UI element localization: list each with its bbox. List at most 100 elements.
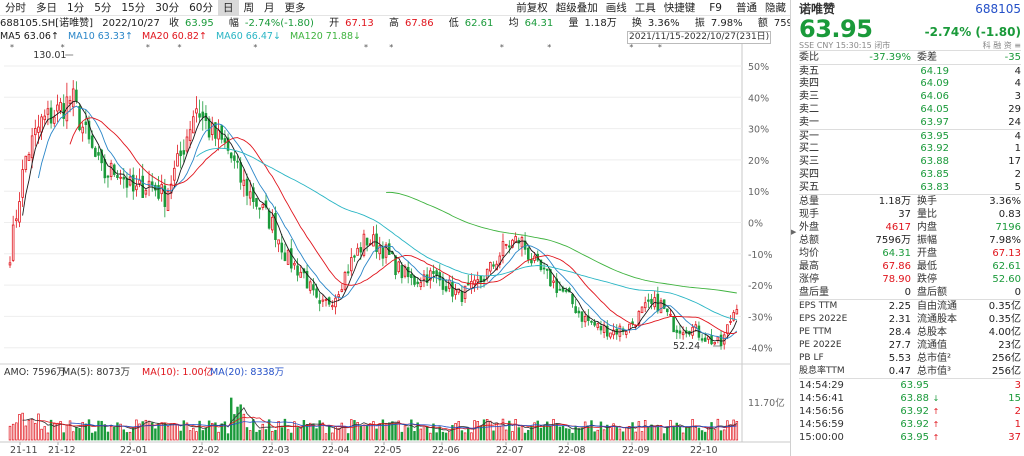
info-low: 62.61 [464, 18, 494, 29]
period-30min[interactable]: 30分 [155, 1, 180, 14]
stock-code: 688105 [975, 2, 1021, 16]
candle-body [78, 106, 81, 131]
candle-body [274, 212, 277, 240]
candle-body [261, 204, 265, 208]
candle-body [343, 272, 347, 290]
volume-bar [144, 419, 148, 441]
candle-body [299, 271, 303, 278]
quick-links[interactable]: 科 融 资 ≡ [982, 41, 1021, 50]
volume-bar [56, 423, 59, 441]
hide-button[interactable]: 隐藏 [765, 1, 786, 14]
volume-bar [233, 414, 236, 441]
volume-bar [94, 431, 97, 441]
candle-body [71, 88, 75, 108]
volume-bar [258, 429, 261, 441]
volume-bar [125, 432, 129, 441]
orderbook-row[interactable]: 卖四 64.09 4 [799, 77, 1021, 90]
volume-bar [59, 421, 62, 441]
x-tick-label: 22-07 [496, 445, 524, 456]
volume-bar [160, 422, 163, 441]
orderbook-price: 64.09 [920, 78, 949, 89]
volume-bar [501, 418, 505, 441]
tool-tools[interactable]: 工具 [634, 1, 656, 14]
volume-bar [410, 419, 413, 441]
candle-body [312, 284, 315, 291]
candle-body [125, 177, 129, 188]
volume-bar [166, 425, 170, 441]
tool-overlay[interactable]: 超级叠加 [555, 1, 598, 14]
volume-bar [84, 423, 88, 441]
period-week[interactable]: 周 [243, 1, 255, 14]
orderbook-row[interactable]: 卖二 64.05 29 [799, 103, 1021, 116]
volume-bar [435, 432, 438, 441]
fund-label: PE TTM [799, 327, 832, 337]
candle-body [182, 150, 186, 155]
candle-body [602, 324, 606, 333]
volume-ma20-line [69, 421, 737, 429]
high-annotation: 130.01 [33, 50, 66, 61]
volume-bar [280, 427, 283, 441]
volume-bar [53, 422, 56, 441]
y-tick-label: 40% [748, 93, 769, 104]
volume-bar [485, 419, 489, 441]
volume-bar [223, 421, 227, 441]
period-more[interactable]: 更多 [284, 1, 306, 14]
volume-bar [416, 422, 419, 441]
volume-bar [618, 428, 622, 441]
stat-label-2: 盘后额 [917, 287, 947, 298]
candle-body [11, 224, 15, 261]
stat-row: 外盘 4617 内盘 7196 [799, 221, 1021, 234]
kline-chart[interactable]: 50% 40% 30% 20% 10% 0% -10% -20% -30% -40% 21-11 21… [0, 0, 790, 456]
volume-bar [242, 413, 246, 441]
volume-bar [580, 427, 584, 441]
price-info-line: 688105.SH[诺唯赞] 2022/10/27 收 63.95 幅 -2.74%… [0, 16, 790, 31]
orderbook-row[interactable]: 卖五 64.19 4 [799, 64, 1021, 77]
period-15min[interactable]: 15分 [121, 1, 146, 14]
candle-body [545, 268, 549, 271]
candle-body [580, 311, 584, 322]
tick-row: 14:54:29 63.95 3 [799, 379, 1021, 392]
volume-bar [248, 430, 252, 441]
candle-body [34, 128, 37, 136]
volume-bar [8, 425, 12, 441]
stat-label-2: 内盘 [917, 222, 937, 233]
period-multiday[interactable]: 多日 [36, 1, 57, 14]
ratio-value: -37.39% [869, 52, 911, 63]
tool-shortcuts[interactable]: 快捷键 [663, 1, 696, 14]
orderbook-row[interactable]: 买一 63.95 4 [799, 129, 1021, 142]
orderbook-price: 64.19 [920, 66, 949, 77]
expand-arrow-icon[interactable]: ▶ [791, 228, 797, 236]
y-tick-label: 30% [748, 125, 769, 136]
range-badge[interactable]: 2021/11/15-2022/10/27(231日) [627, 31, 772, 44]
tool-adjust[interactable]: 前复权 [516, 1, 548, 14]
period-day[interactable]: 日 [218, 0, 239, 16]
orderbook-row[interactable]: 买三 63.88 17 [799, 155, 1021, 168]
event-marker: * [364, 43, 368, 52]
info-symbol: 688105.SH[诺唯赞] [0, 18, 94, 29]
orderbook-row[interactable]: 买五 63.83 5 [799, 181, 1021, 194]
fund-row: PE TTM 28.4 总股本 4.00亿 [799, 326, 1021, 339]
fund-value-2: 256亿 [991, 353, 1021, 364]
period-60min[interactable]: 60分 [189, 1, 213, 14]
candle-body [365, 237, 369, 246]
tool-draw[interactable]: 画线 [605, 1, 627, 14]
period-month[interactable]: 月 [264, 1, 275, 14]
orderbook-row[interactable]: 卖一 63.97 24 [799, 116, 1021, 129]
stat-value: 78.90 [882, 274, 911, 285]
volume-bar [697, 427, 701, 441]
volume-bar [283, 418, 287, 441]
y-tick-label: -30% [748, 312, 773, 323]
orderbook-row[interactable]: 买四 63.85 2 [799, 168, 1021, 181]
candle-body [672, 315, 675, 333]
period-5min[interactable]: 5分 [94, 1, 112, 14]
order-book: 卖五 64.19 4 卖四 64.09 4 卖三 64.06 3 卖二 64.05 29 卖一 63.97… [799, 64, 1021, 194]
candle-body [732, 312, 735, 321]
orderbook-row[interactable]: 买二 63.92 1 [799, 142, 1021, 155]
f9-button[interactable]: F9 [709, 1, 722, 14]
period-1min[interactable]: 1分 [67, 1, 85, 14]
orderbook-row[interactable]: 卖三 64.06 3 [799, 90, 1021, 103]
level-button[interactable]: 普通 [736, 1, 757, 14]
x-tick-label: 21-11 [10, 445, 38, 456]
period-intraday[interactable]: 分时 [5, 1, 26, 14]
fund-row: PB LF 5.53 总市值² 256亿 [799, 352, 1021, 365]
